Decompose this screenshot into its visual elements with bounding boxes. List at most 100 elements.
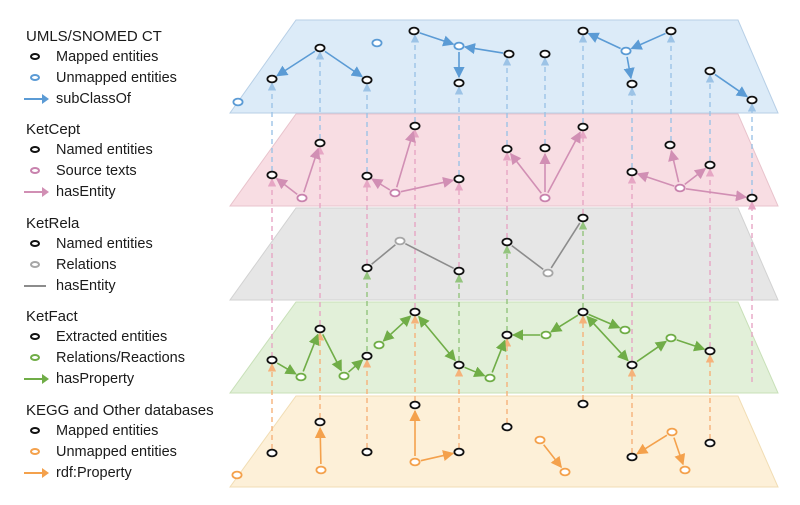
node-ring-icon — [30, 354, 40, 361]
node-ring-icon — [30, 146, 40, 153]
entity-node-ketfact — [704, 346, 716, 356]
edge-umls — [419, 32, 455, 47]
entity-node-umls — [665, 26, 677, 36]
entity-node-umls — [503, 49, 515, 59]
entity-node-kegg — [501, 422, 513, 432]
entity-node-kegg — [314, 417, 326, 427]
entity-node-umls — [361, 75, 373, 85]
edge-ketcept — [509, 152, 542, 194]
legend-symbol — [24, 354, 46, 361]
legend-symbol — [24, 186, 49, 197]
legend-label: rdf:Property — [56, 464, 132, 481]
arrow-icon — [24, 467, 49, 478]
legend-ketrela: KetRela Named entities Relations hasEntity — [0, 214, 250, 296]
entity-node-ketfact — [314, 324, 326, 334]
legend-ketfact: KetFact Extracted entities Relations/React… — [0, 307, 250, 389]
secondary-node-ketfact — [484, 373, 496, 383]
legend-item: Mapped entities — [0, 46, 250, 67]
entity-node-ketcept — [539, 143, 551, 153]
legend-item: subClassOf — [0, 88, 250, 109]
entity-node-ketcept — [746, 193, 758, 203]
secondary-node-ketfact — [338, 371, 350, 381]
edge-kegg — [636, 434, 668, 455]
edge-ketrela — [404, 243, 455, 269]
edge-ketcept — [684, 167, 707, 185]
secondary-node-ketfact — [619, 325, 631, 335]
legend-item: rdf:Property — [0, 462, 250, 483]
legend-item: Unmapped entities — [0, 441, 250, 462]
edge-ketcept — [668, 149, 680, 183]
entity-node-ketcept — [626, 167, 638, 177]
entity-node-ketfact — [577, 307, 589, 317]
edge-umls — [276, 50, 316, 77]
entity-node-ketcept — [577, 122, 589, 132]
legend-label: Relations — [56, 256, 117, 273]
edge-ketfact — [588, 313, 621, 329]
legend-ketcept: KetCept Named entities Source texts hasEnti… — [0, 120, 250, 202]
legend-label: Named entities — [56, 141, 153, 158]
entity-node-umls — [539, 49, 551, 59]
legend-label: Extracted entities — [56, 328, 168, 345]
secondary-node-umls — [453, 41, 465, 51]
edge-ketfact — [491, 339, 507, 373]
legend-item: Extracted entities — [0, 326, 250, 347]
entity-node-ketcept — [453, 174, 465, 184]
legend-title: KetRela — [26, 215, 80, 232]
secondary-node-ketfact — [540, 330, 552, 340]
edge-umls — [324, 50, 363, 78]
legend-label: Source texts — [56, 162, 137, 179]
edge-ketcept — [685, 188, 748, 202]
legend-item: Relations/Reactions — [0, 347, 250, 368]
legend-item: Source texts — [0, 160, 250, 181]
legend-symbol — [24, 146, 46, 153]
entity-node-umls — [704, 66, 716, 76]
secondary-node-umls — [620, 46, 632, 56]
legend-symbol — [24, 261, 46, 268]
edge-ketfact — [464, 366, 486, 377]
entity-node-kegg — [266, 448, 278, 458]
legend-item: hasEntity — [0, 181, 250, 202]
legend-kegg: KEGG and Other databases Mapped entities U… — [0, 401, 250, 483]
legend-item: Unmapped entities — [0, 67, 250, 88]
legend-item: Mapped entities — [0, 420, 250, 441]
secondary-node-ketcept — [539, 193, 551, 203]
edge-ketrela — [550, 222, 581, 269]
legend-label: subClassOf — [56, 90, 131, 107]
legend-label: Named entities — [56, 235, 153, 252]
plane-ketrela — [229, 207, 779, 301]
secondary-node-ketfact — [295, 372, 307, 382]
edge-kegg — [420, 450, 455, 462]
legend-title: KEGG and Other databases — [26, 402, 214, 419]
entity-node-ketcept — [361, 171, 373, 181]
edge-umls — [463, 43, 504, 55]
node-ring-icon — [30, 448, 40, 455]
secondary-node-ketfact — [373, 340, 385, 350]
entity-node-ketfact — [453, 360, 465, 370]
edge-ketcept — [547, 131, 581, 194]
entity-node-umls — [314, 43, 326, 53]
edge-ketfact — [382, 315, 412, 342]
entity-node-kegg — [704, 438, 716, 448]
legend-item: Named entities — [0, 233, 250, 254]
arrow-icon — [24, 373, 49, 384]
secondary-node-ketcept — [389, 188, 401, 198]
entity-node-ketrela — [577, 213, 589, 223]
legend-item: hasEntity — [0, 275, 250, 296]
edge-ketfact — [550, 314, 579, 333]
edge-ketrela — [511, 244, 544, 271]
entity-node-ketfact — [409, 307, 421, 317]
secondary-node-kegg — [315, 465, 327, 475]
secondary-node-kegg — [679, 465, 691, 475]
entity-node-ketcept — [314, 138, 326, 148]
edge-ketfact — [586, 315, 629, 362]
edge-ketcept — [636, 171, 675, 187]
edge-ketcept — [275, 177, 298, 195]
edge-ketfact — [418, 315, 456, 362]
legend-label: hasEntity — [56, 277, 116, 294]
legend-title: KetCept — [26, 121, 81, 138]
legend-label: Unmapped entities — [56, 443, 177, 460]
legend-symbol — [24, 467, 49, 478]
edge-kegg — [314, 426, 326, 465]
legend-symbol — [24, 448, 46, 455]
